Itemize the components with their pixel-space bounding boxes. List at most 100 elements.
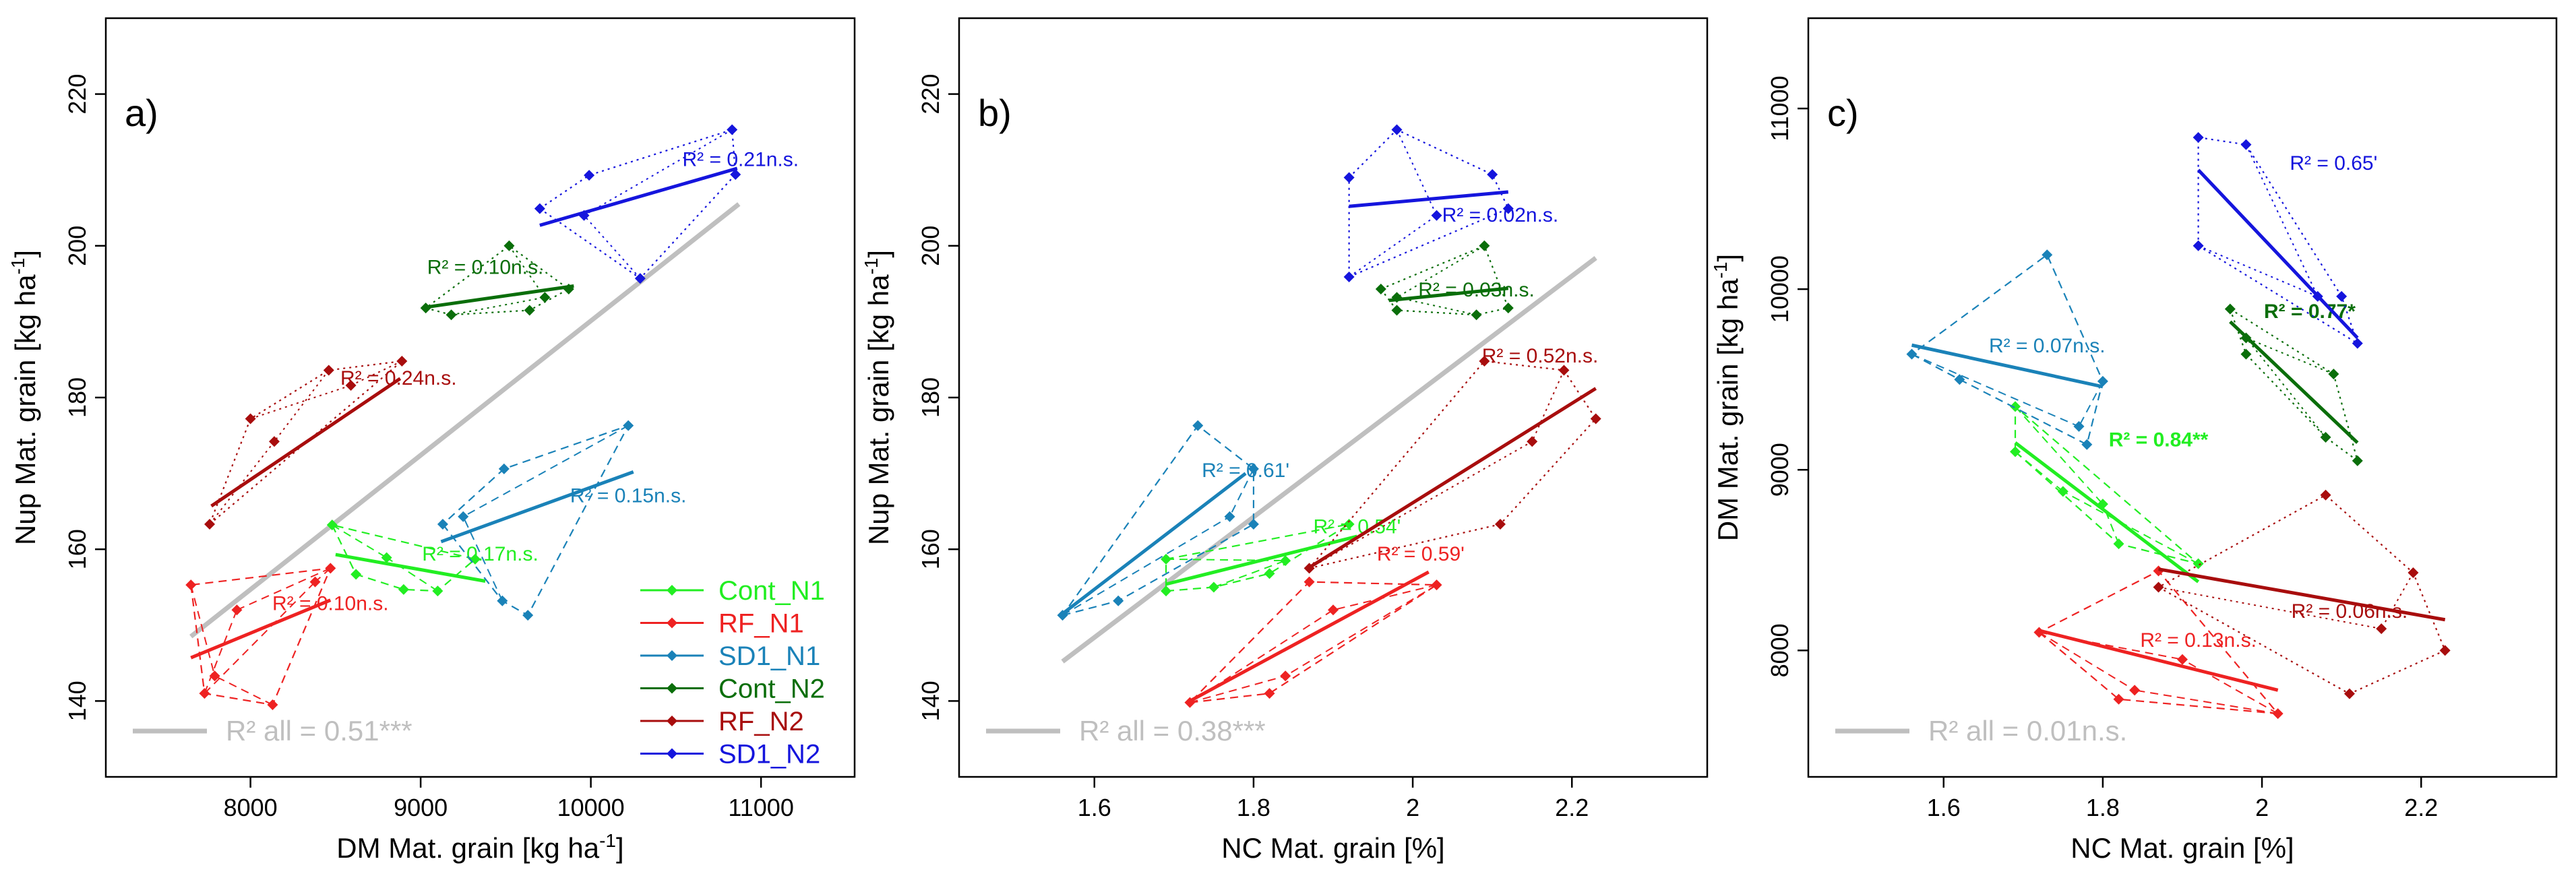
data-point [268, 436, 280, 447]
legend-label: SD1_N2 [718, 740, 820, 769]
hull-outline-sd1-n2 [538, 129, 737, 280]
data-point [1192, 420, 1204, 431]
hull-inner-line [250, 385, 351, 420]
data-point [1343, 172, 1355, 183]
data-point [2113, 538, 2124, 550]
data-point [498, 463, 510, 474]
r2-label: R² = 0.03n.s. [1418, 279, 1535, 301]
hull-inner-line [2102, 503, 2120, 544]
data-point [2312, 290, 2323, 302]
data-point [1057, 610, 1068, 621]
data-point [2408, 567, 2419, 579]
hull-outline-rf-n2 [208, 360, 404, 525]
data-point [1391, 305, 1403, 316]
data-point [458, 511, 469, 522]
fit-line-cont-n2 [2229, 320, 2359, 444]
data-point [1304, 576, 1315, 588]
plot-frame [958, 17, 1709, 778]
fit-line-rf-n1 [190, 598, 332, 660]
data-point [2352, 338, 2363, 349]
data-point [381, 552, 392, 563]
data-point [432, 586, 443, 597]
y-tick-label: 160 [917, 529, 944, 569]
fit-line-rf-n2 [210, 377, 402, 508]
hull-inner-line [583, 215, 641, 279]
data-point [730, 168, 741, 180]
y-axis-label: Nup Mat. grain [kg ha-1] [861, 250, 894, 545]
fit-line-sd1-n2 [1349, 190, 1509, 208]
panel-label: b) [978, 92, 1012, 134]
data-point [309, 576, 321, 588]
data-point [1304, 563, 1315, 574]
data-point [323, 365, 334, 376]
data-point [1208, 581, 1219, 593]
fit-line-cont-n1 [2014, 441, 2200, 583]
fit-line-rf-n2 [2158, 567, 2446, 622]
x-tick-label: 11000 [728, 794, 793, 821]
data-point [623, 420, 634, 431]
y-tick-label: 200 [917, 226, 944, 266]
data-point [2010, 401, 2021, 412]
x-axis-label-text: NC Mat. grain [%] [2071, 832, 2294, 864]
data-point [2272, 708, 2283, 720]
r2-label: R² = 0.61' [1202, 460, 1289, 482]
hull-inner-line [508, 245, 546, 298]
data-point [1248, 519, 1259, 530]
x-axis-label-text: DM Mat. grain [kg ha [336, 832, 599, 864]
data-point [2320, 431, 2331, 443]
plot-frame [1807, 17, 2558, 778]
data-point [1280, 555, 1291, 567]
data-point [245, 413, 256, 424]
data-point [231, 604, 243, 616]
fit-line-rf-n1 [1189, 570, 1430, 703]
data-point [1280, 670, 1291, 682]
y-axis-label: Nup Mat. grain [kg ha-1] [7, 250, 41, 545]
y-tick-label: 8000 [1766, 623, 1793, 677]
y-tick-label: 220 [63, 74, 91, 115]
legend-marker [667, 748, 677, 759]
data-point [1590, 413, 1601, 424]
hull-outline-sd1-n1 [1060, 424, 1255, 617]
x-tick-label: 2.2 [2404, 794, 2438, 821]
hull-inner-line [2245, 337, 2327, 438]
fit-line-sd1-n1 [1061, 472, 1247, 615]
data-point [420, 303, 431, 314]
data-point [2240, 139, 2252, 150]
data-point [350, 569, 362, 580]
data-point [2352, 455, 2363, 466]
y-tick-label: 200 [63, 226, 91, 266]
data-point [2073, 420, 2085, 432]
r2-label: R² = 0.15n.s. [570, 484, 687, 507]
hull-inner-line [386, 557, 438, 592]
fit-line-sd1-n1 [440, 470, 634, 544]
data-point [1431, 210, 1442, 221]
hull-outline-sd1-n1 [441, 424, 630, 617]
hull-inner-line [2381, 572, 2414, 629]
data-point [2081, 439, 2093, 450]
fit-line-cont-n2 [425, 284, 574, 309]
hull-inner-line [584, 129, 733, 216]
data-point [2328, 369, 2339, 380]
r2-all-label: R² all = 0.38*** [1079, 715, 1266, 747]
data-point [578, 210, 590, 221]
hull-inner-line [2245, 144, 2319, 297]
data-point [437, 519, 448, 530]
data-point [2097, 499, 2108, 510]
y-axis-label-text: Nup Mat. grain [kg ha [863, 274, 894, 545]
r2-label: R² = 0.17n.s. [422, 543, 539, 565]
hull-inner-line [209, 441, 275, 525]
x-tick-label: 2 [1406, 794, 1419, 821]
hull-inner-line [1285, 584, 1438, 677]
hull-inner-line [2039, 631, 2183, 660]
hull-inner-line [1531, 370, 1565, 442]
hull-inner-line [2182, 658, 2279, 715]
data-point [1479, 355, 1490, 367]
data-point [1113, 595, 1124, 606]
data-point [1479, 240, 1490, 251]
hull-inner-line [2062, 491, 2199, 565]
data-point [2439, 645, 2451, 656]
data-point [2097, 375, 2108, 387]
data-point [2042, 249, 2053, 261]
hull-outline-rf-n1 [190, 567, 332, 706]
data-point [2192, 131, 2204, 143]
